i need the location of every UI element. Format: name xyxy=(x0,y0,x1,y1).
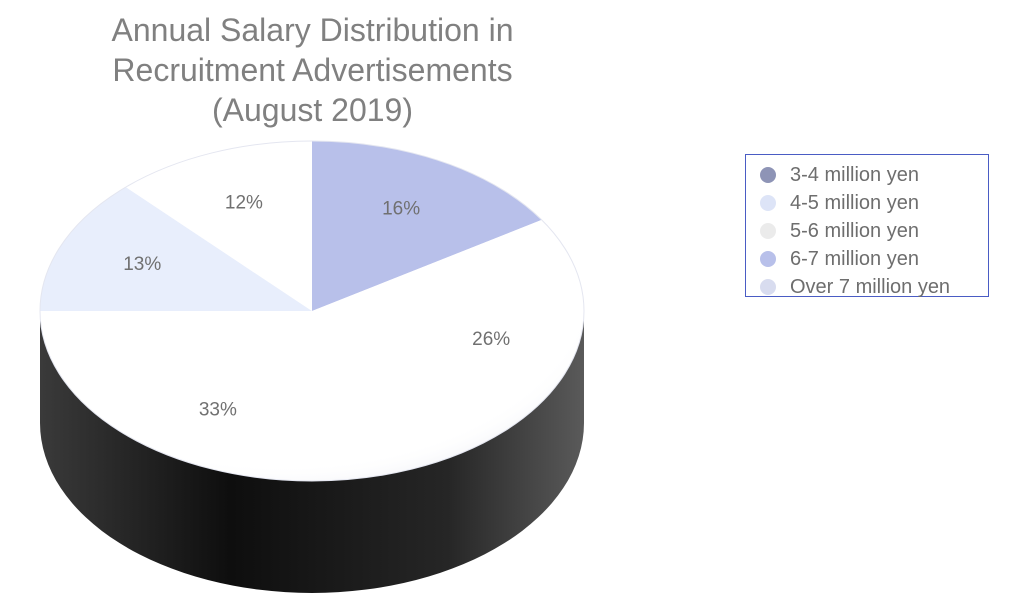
chart-title-line-2: Recruitment Advertisements xyxy=(112,52,513,88)
legend-swatch-icon xyxy=(760,195,776,211)
slice-data-label: 26% xyxy=(472,329,510,350)
pie-side-wall-shape xyxy=(40,311,584,593)
pie-top-face xyxy=(39,140,585,482)
chart-title-line-3: (August 2019) xyxy=(211,92,413,128)
legend-item: 6-7 million yen xyxy=(760,245,988,273)
slice-data-label: 12% xyxy=(225,193,263,214)
pie-rim-shade xyxy=(39,140,585,482)
chart-title: Annual Salary Distribution in Recruitmen… xyxy=(40,10,585,130)
slice-data-label: 16% xyxy=(382,199,420,220)
legend-item: 5-6 million yen xyxy=(760,217,988,245)
legend-label: 6-7 million yen xyxy=(790,247,919,270)
legend-swatch-icon xyxy=(760,167,776,183)
legend-label: 3-4 million yen xyxy=(790,163,919,186)
pie-data-labels: 16% 26% 33% 13% 12% xyxy=(123,193,510,421)
slice-data-label: 13% xyxy=(123,254,161,275)
pie-side-wall xyxy=(40,311,584,593)
legend-label: 5-6 million yen xyxy=(790,219,919,242)
slice-data-label: 33% xyxy=(199,400,237,421)
legend-swatch-icon xyxy=(760,251,776,267)
legend-swatch-icon xyxy=(760,279,776,295)
legend-swatch-icon xyxy=(760,223,776,239)
legend: 3-4 million yen 4-5 million yen 5-6 mill… xyxy=(745,154,989,298)
legend-item: Over 7 million yen xyxy=(760,273,988,301)
legend-label: Over 7 million yen xyxy=(790,275,951,298)
legend-label: 4-5 million yen xyxy=(790,191,919,214)
chart-title-line-1: Annual Salary Distribution in xyxy=(111,12,514,48)
legend-item: 3-4 million yen xyxy=(760,161,988,189)
legend-item: 4-5 million yen xyxy=(760,189,988,217)
